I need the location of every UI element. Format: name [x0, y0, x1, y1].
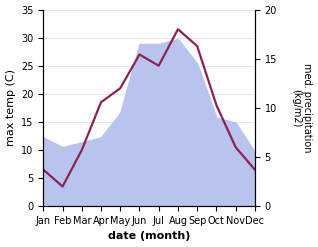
Y-axis label: max temp (C): max temp (C): [5, 69, 16, 146]
Y-axis label: med. precipitation
(kg/m2): med. precipitation (kg/m2): [291, 63, 313, 153]
X-axis label: date (month): date (month): [108, 231, 190, 242]
